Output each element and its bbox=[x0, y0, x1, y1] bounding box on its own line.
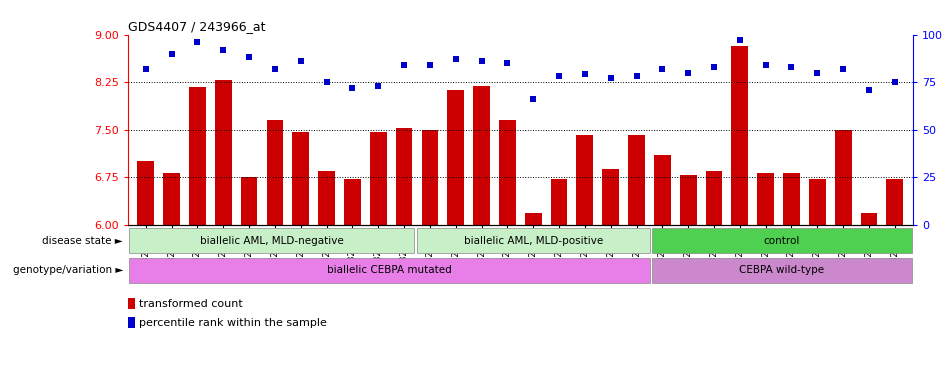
Point bbox=[835, 66, 850, 72]
Bar bbox=[164, 173, 180, 225]
Bar bbox=[240, 177, 257, 225]
Bar bbox=[653, 228, 912, 253]
Text: biallelic AML, MLD-negative: biallelic AML, MLD-negative bbox=[200, 235, 343, 246]
Text: CEBPA wild-type: CEBPA wild-type bbox=[740, 265, 825, 275]
Bar bbox=[551, 179, 568, 225]
Point bbox=[499, 60, 515, 66]
Bar bbox=[576, 135, 593, 225]
Bar bbox=[473, 86, 490, 225]
Point bbox=[680, 70, 695, 76]
Bar bbox=[447, 90, 464, 225]
Bar bbox=[129, 228, 414, 253]
Point bbox=[552, 73, 567, 79]
Bar bbox=[809, 179, 826, 225]
Bar bbox=[886, 179, 903, 225]
Point bbox=[396, 62, 412, 68]
Bar bbox=[499, 120, 516, 225]
Bar bbox=[318, 171, 335, 225]
Bar bbox=[680, 175, 696, 225]
Point bbox=[526, 96, 541, 102]
Text: control: control bbox=[763, 235, 800, 246]
Point bbox=[448, 56, 464, 62]
Bar bbox=[417, 228, 650, 253]
Point bbox=[190, 39, 205, 45]
Text: biallelic CEBPA mutated: biallelic CEBPA mutated bbox=[327, 265, 452, 275]
Text: genotype/variation ►: genotype/variation ► bbox=[12, 265, 123, 275]
Bar bbox=[731, 46, 748, 225]
Point bbox=[758, 62, 773, 68]
Point bbox=[784, 64, 799, 70]
Point bbox=[216, 47, 231, 53]
Point bbox=[732, 37, 747, 43]
Point bbox=[422, 62, 437, 68]
Text: biallelic AML, MLD-positive: biallelic AML, MLD-positive bbox=[464, 235, 603, 246]
Bar bbox=[834, 130, 851, 225]
Bar bbox=[653, 258, 912, 283]
Point bbox=[655, 66, 670, 72]
Text: transformed count: transformed count bbox=[139, 299, 242, 309]
Bar bbox=[422, 130, 438, 225]
Point bbox=[293, 58, 308, 64]
Point bbox=[474, 58, 489, 64]
Bar bbox=[654, 155, 671, 225]
Bar bbox=[292, 131, 309, 225]
Bar bbox=[370, 131, 387, 225]
Point bbox=[241, 54, 256, 60]
Point bbox=[862, 87, 877, 93]
Bar bbox=[137, 161, 154, 225]
Bar bbox=[758, 173, 774, 225]
Point bbox=[810, 70, 825, 76]
Text: GDS4407 / 243966_at: GDS4407 / 243966_at bbox=[128, 20, 265, 33]
Bar bbox=[189, 86, 206, 225]
Point bbox=[345, 85, 360, 91]
Bar bbox=[628, 135, 645, 225]
Point bbox=[604, 75, 619, 81]
Bar bbox=[525, 213, 542, 225]
Point bbox=[887, 79, 902, 85]
Point bbox=[371, 83, 386, 89]
Bar bbox=[129, 258, 650, 283]
Bar bbox=[861, 213, 877, 225]
Point bbox=[707, 64, 722, 70]
Text: percentile rank within the sample: percentile rank within the sample bbox=[139, 318, 326, 328]
Bar bbox=[783, 173, 800, 225]
Bar bbox=[128, 298, 134, 309]
Bar bbox=[706, 171, 723, 225]
Point bbox=[164, 51, 179, 57]
Point bbox=[577, 71, 592, 78]
Bar bbox=[603, 169, 619, 225]
Point bbox=[138, 66, 153, 72]
Bar bbox=[128, 317, 134, 328]
Text: disease state ►: disease state ► bbox=[43, 235, 123, 246]
Bar bbox=[267, 120, 283, 225]
Bar bbox=[215, 80, 232, 225]
Point bbox=[629, 73, 644, 79]
Point bbox=[268, 66, 283, 72]
Bar bbox=[344, 179, 360, 225]
Point bbox=[319, 79, 334, 85]
Bar bbox=[395, 128, 412, 225]
